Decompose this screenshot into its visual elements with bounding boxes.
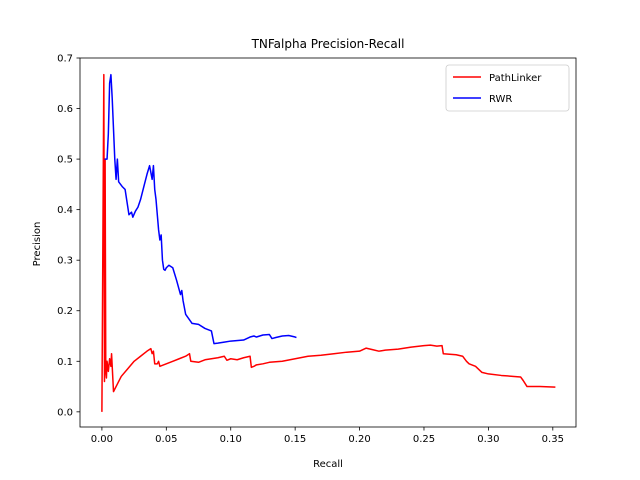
series-line-rwr <box>104 73 297 345</box>
x-tick-label: 0.05 <box>155 434 177 445</box>
x-tick-label: 0.30 <box>477 434 499 445</box>
legend: PathLinker RWR <box>445 64 570 112</box>
y-tick-label: 0.3 <box>57 256 73 267</box>
y-tick-label: 0.5 <box>57 155 73 166</box>
y-tick-label: 0.1 <box>57 357 73 368</box>
series-layer <box>101 73 556 412</box>
y-tick-label: 0.4 <box>57 205 73 216</box>
x-axis-label: Recall <box>313 459 343 470</box>
legend-label-rwr: RWR <box>489 94 512 105</box>
y-tick-label: 0.0 <box>57 407 73 418</box>
y-tick-label: 0.7 <box>57 54 73 65</box>
x-tick-label: 0.20 <box>348 434 370 445</box>
y-tick-label: 0.6 <box>57 104 73 115</box>
y-tick-label: 0.2 <box>57 306 73 317</box>
x-tick-label: 0.35 <box>542 434 564 445</box>
series-line-pathlinker <box>101 73 556 412</box>
x-tick-label: 0.15 <box>284 434 306 445</box>
chart-title: TNFalpha Precision-Recall <box>251 37 405 51</box>
x-tick-label: 0.10 <box>220 434 242 445</box>
axes-layer: 0.00 0.05 0.10 0.15 0.20 0.25 0.30 0.35 0.0 0.1 0.… <box>57 54 577 445</box>
x-tick-label: 0.00 <box>91 434 113 445</box>
x-tick-label: 0.25 <box>413 434 435 445</box>
legend-label-pathlinker: PathLinker <box>489 73 542 84</box>
axes-frame <box>79 57 577 428</box>
y-axis-label: Precision <box>32 222 43 267</box>
